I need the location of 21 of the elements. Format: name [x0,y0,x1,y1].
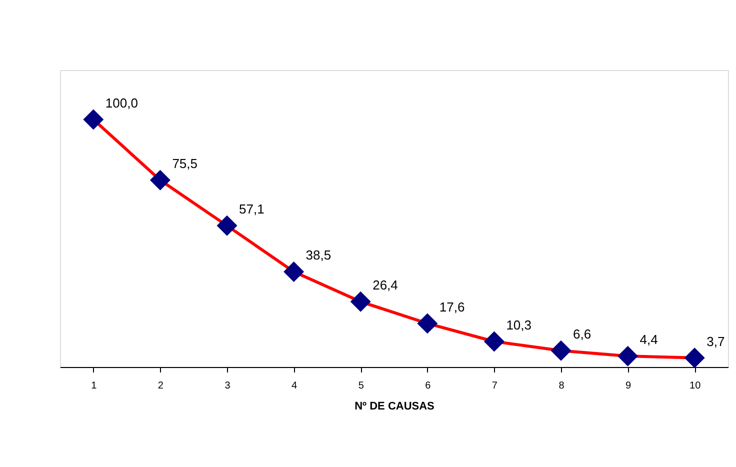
x-tick-label: 2 [158,380,164,392]
data-label: 4,4 [640,332,658,348]
data-label: 6,6 [573,326,592,342]
data-label: 38,5 [306,248,332,263]
data-label: 10,3 [506,318,532,333]
data-label: 100,0 [105,96,138,110]
data-label: 26,4 [372,278,398,293]
x-tick-label: 8 [558,380,565,392]
x-tick-label: 1 [91,380,98,392]
x-tick-label: 5 [358,380,364,392]
x-tick-label: 10 [690,380,702,392]
x-axis-title: Nº DE CAUSAS [354,400,434,412]
data-label: 17,6 [439,299,465,314]
x-tick-label: 6 [425,380,432,392]
x-tick-label: 9 [626,380,632,392]
data-label: 57,1 [239,202,264,217]
x-tick-label: 4 [292,380,298,392]
data-label: 3,7 [706,334,725,349]
x-tick-label: 3 [224,380,231,392]
data-label: 75,5 [172,156,198,172]
x-tick-label: 7 [492,380,498,392]
